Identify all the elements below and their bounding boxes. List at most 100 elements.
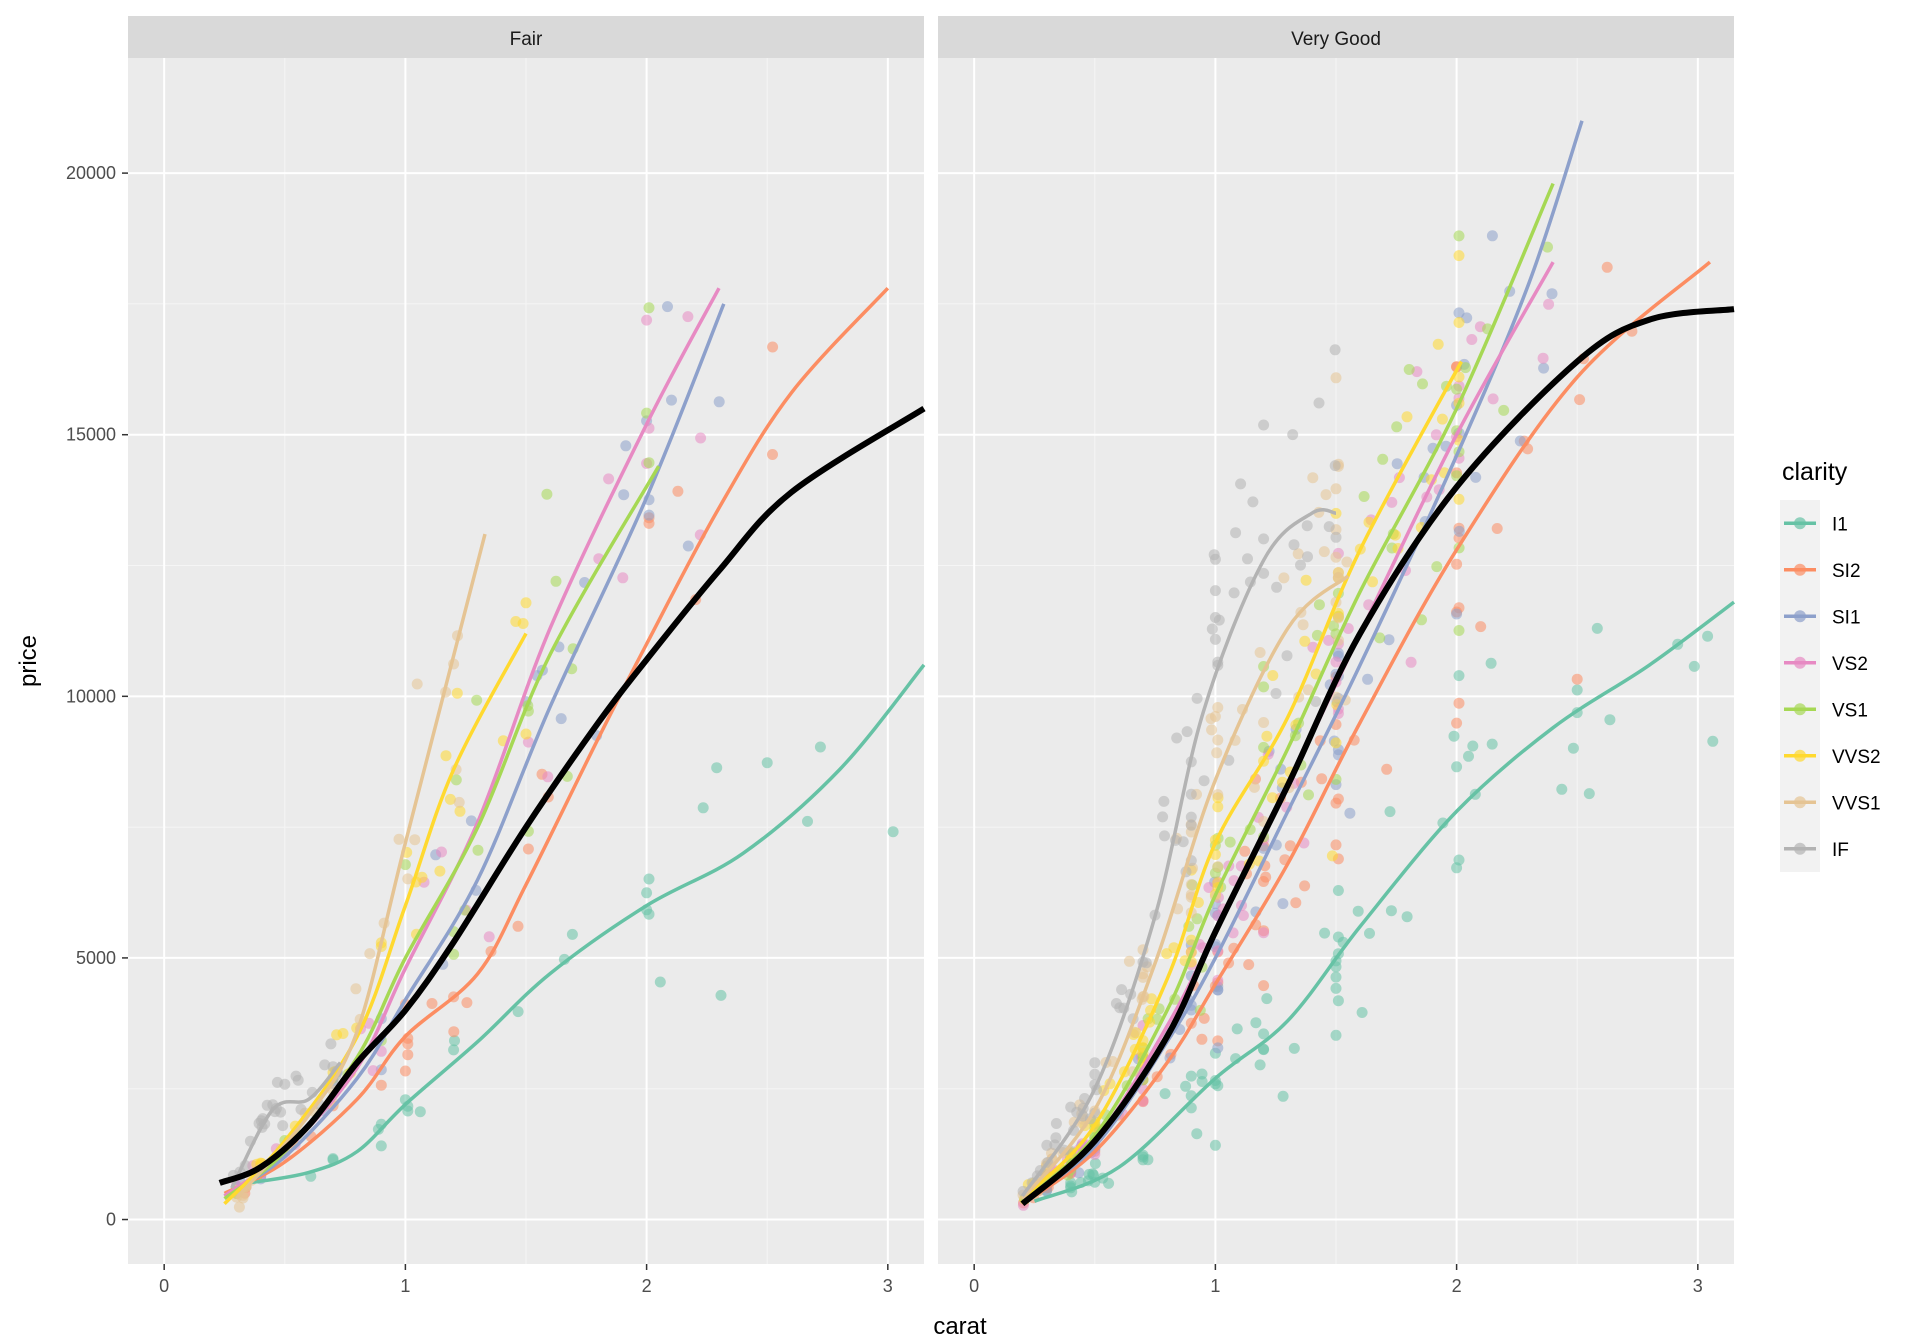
- point-if: [1258, 533, 1270, 545]
- point-i1: [1707, 735, 1719, 747]
- legend-label: SI2: [1832, 561, 1861, 582]
- point-vs2: [436, 846, 447, 858]
- point-si2: [1316, 773, 1328, 785]
- legend-item-vvs1: VVS1: [1784, 793, 1881, 814]
- point-si2: [1258, 876, 1269, 887]
- point-si2: [1243, 959, 1255, 971]
- point-vs1: [1374, 632, 1386, 644]
- point-vvs2: [1401, 411, 1413, 423]
- point-i1: [1089, 1158, 1101, 1169]
- smooths-fair: [223, 287, 926, 1206]
- point-si2: [1571, 673, 1583, 685]
- point-vvs1: [1212, 861, 1224, 873]
- point-si1: [1486, 230, 1498, 242]
- point-i1: [1191, 1128, 1203, 1140]
- point-vs1: [1377, 453, 1389, 465]
- smooth-line-if: [230, 1061, 342, 1189]
- point-if: [1287, 429, 1299, 441]
- point-if: [1230, 527, 1242, 539]
- point-if: [1258, 419, 1270, 431]
- point-i1: [761, 757, 773, 769]
- point-vs1: [1303, 789, 1314, 801]
- point-if: [1271, 581, 1283, 593]
- point-i1: [715, 989, 727, 1001]
- y-axis: 0 5000 10000 15000 20000: [66, 163, 128, 1230]
- smooth-line-vvs1: [235, 533, 487, 1200]
- panel-fair: Fair: [128, 16, 926, 1264]
- point-i1: [1332, 885, 1344, 896]
- point-i1: [448, 1044, 460, 1056]
- x-tick-label: 2: [642, 1276, 652, 1296]
- point-vs1: [1417, 378, 1428, 390]
- point-vvs1: [1318, 546, 1330, 558]
- point-si2: [448, 1026, 460, 1038]
- point-i1: [1330, 971, 1342, 983]
- point-if: [1295, 559, 1306, 571]
- y-tick-label: 15000: [66, 425, 116, 445]
- point-if: [1089, 1068, 1101, 1080]
- point-si1: [666, 394, 677, 406]
- point-i1: [1330, 982, 1342, 994]
- point-if: [277, 1120, 289, 1132]
- point-si1: [662, 301, 673, 313]
- point-vvs2: [1212, 801, 1224, 813]
- point-vs1: [472, 844, 484, 856]
- point-vvs2: [1266, 792, 1278, 804]
- point-if: [1198, 775, 1210, 787]
- point-vs2: [617, 572, 629, 584]
- x-axis-title: carat: [933, 1313, 987, 1340]
- x-tick-label: 2: [1452, 1276, 1462, 1296]
- point-si2: [1381, 763, 1393, 775]
- point-si1: [1332, 647, 1344, 659]
- point-i1: [1688, 660, 1700, 672]
- point-i1: [1261, 993, 1273, 1005]
- legend-item-if: IF: [1784, 840, 1849, 861]
- point-vvs2: [454, 805, 466, 817]
- point-i1: [814, 741, 826, 753]
- point-vs2: [1323, 634, 1335, 646]
- point-si1: [682, 540, 694, 552]
- legend-key-point: [1794, 656, 1806, 669]
- point-vs2: [542, 771, 554, 783]
- point-i1: [1319, 927, 1331, 939]
- point-vvs2: [444, 793, 456, 805]
- point-i1: [1254, 1059, 1266, 1071]
- point-i1: [1196, 1076, 1208, 1087]
- legend-label: IF: [1832, 840, 1849, 861]
- point-vs1: [1391, 421, 1403, 433]
- point-vvs1: [1278, 572, 1290, 584]
- point-si1: [1451, 608, 1463, 620]
- point-si2: [1491, 523, 1503, 534]
- point-i1: [1364, 927, 1375, 939]
- point-si2: [1284, 840, 1296, 852]
- y-axis-title: price: [15, 635, 42, 687]
- point-i1: [1231, 1023, 1243, 1035]
- legend-key-point: [1794, 703, 1806, 716]
- point-si2: [375, 1079, 387, 1091]
- strip-fair: [128, 16, 924, 58]
- point-vs2: [1203, 882, 1215, 893]
- point-if: [1171, 732, 1183, 744]
- legend-item-si1: SI1: [1784, 607, 1861, 628]
- smooth-line-vvs2: [223, 632, 528, 1206]
- point-if: [1209, 585, 1221, 597]
- smooth-line-si2: [223, 287, 890, 1195]
- point-vs2: [1466, 334, 1478, 345]
- point-i1: [1591, 622, 1603, 634]
- point-vvs2: [1432, 338, 1444, 350]
- point-vvs1: [1332, 567, 1344, 579]
- point-vvs1: [1258, 717, 1270, 728]
- point-if: [1242, 553, 1253, 565]
- point-si1: [713, 396, 725, 408]
- point-if: [325, 1038, 337, 1050]
- point-si1: [465, 815, 477, 827]
- point-vs1: [1224, 836, 1236, 848]
- point-if: [1209, 612, 1221, 623]
- point-vvs1: [350, 983, 362, 995]
- y-tick-label: 5000: [76, 948, 116, 968]
- point-i1: [1330, 1029, 1342, 1041]
- legend-item-si2: SI2: [1784, 561, 1861, 582]
- point-vvs1: [1302, 684, 1314, 696]
- point-i1: [1356, 1007, 1368, 1018]
- legend-key-point: [1794, 610, 1806, 623]
